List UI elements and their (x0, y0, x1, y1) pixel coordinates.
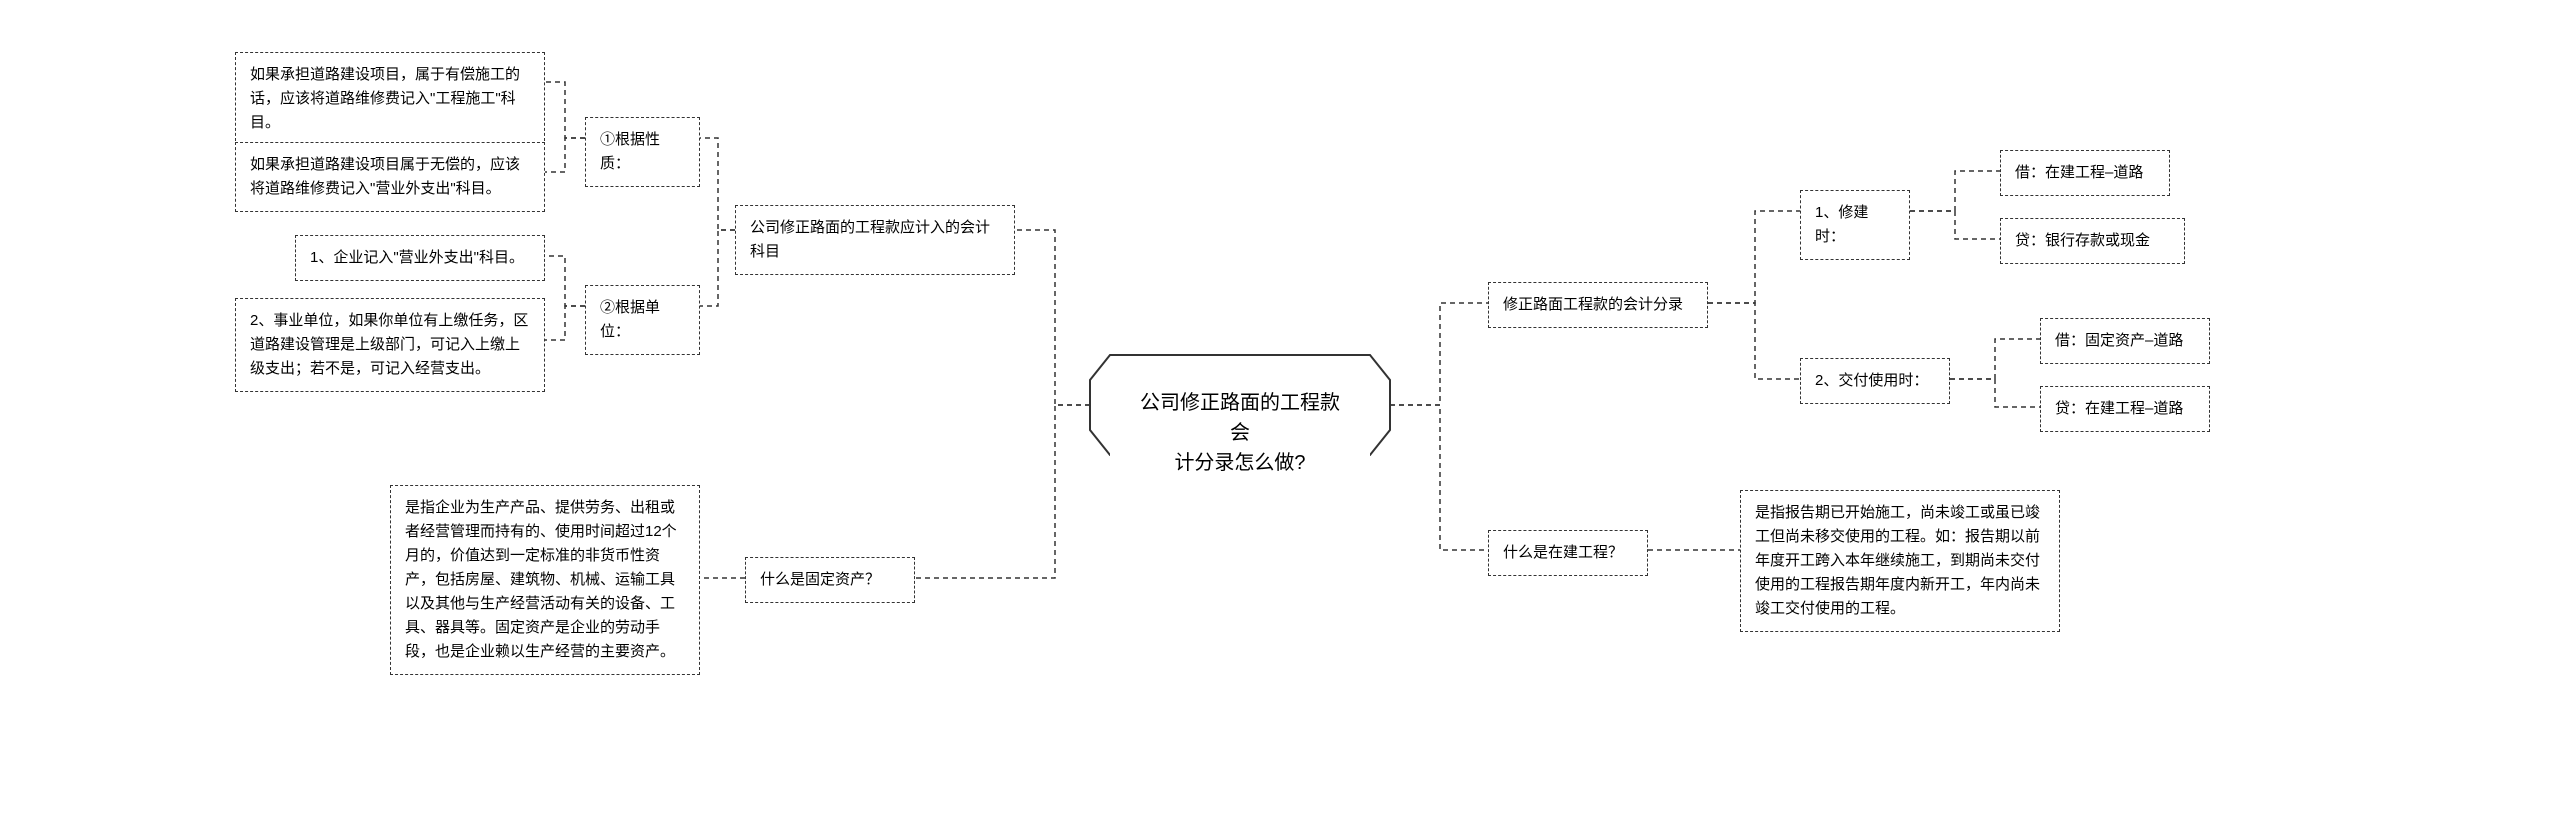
left-b1-title: 公司修正路面的工程款应计入的会计科目 (735, 205, 1015, 275)
root-title-1: 公司修正路面的工程款会 (1140, 392, 1340, 444)
right-b1-s1-label: 1、修建时： (1800, 190, 1910, 260)
left-b1-s2-leaf1: 1、企业记入"营业外支出"科目。 (295, 235, 545, 281)
left-b2-title: 什么是固定资产？ (745, 557, 915, 603)
right-b1-s1-leaf1: 借：在建工程–道路 (2000, 150, 2170, 196)
left-b1-s1-leaf1: 如果承担道路建设项目，属于有偿施工的话，应该将道路维修费记入"工程施工"科目。 (235, 52, 545, 146)
left-b1-s2-leaf2: 2、事业单位，如果你单位有上缴任务，区道路建设管理是上级部门，可记入上缴上级支出… (235, 298, 545, 392)
right-b2-leaf: 是指报告期已开始施工，尚未竣工或虽已竣工但尚未移交使用的工程。如：报告期以前年度… (1740, 490, 2060, 632)
left-b1-s2-label: ②根据单位： (585, 285, 700, 355)
right-b1-s2-leaf2: 贷：在建工程–道路 (2040, 386, 2210, 432)
root-node: 公司修正路面的工程款会 计分录怎么做? (1110, 370, 1370, 496)
root-title-2: 计分录怎么做? (1174, 452, 1305, 474)
left-b1-s1-leaf2: 如果承担道路建设项目属于无偿的，应该将道路维修费记入"营业外支出"科目。 (235, 142, 545, 212)
right-b1-s2-leaf1: 借：固定资产–道路 (2040, 318, 2210, 364)
left-b2-leaf: 是指企业为生产产品、提供劳务、出租或者经营管理而持有的、使用时间超过12个月的，… (390, 485, 700, 675)
right-b1-title: 修正路面工程款的会计分录 (1488, 282, 1708, 328)
right-b2-title: 什么是在建工程？ (1488, 530, 1648, 576)
left-b1-s1-label: ①根据性质： (585, 117, 700, 187)
right-b1-s1-leaf2: 贷：银行存款或现金 (2000, 218, 2185, 264)
right-b1-s2-label: 2、交付使用时： (1800, 358, 1950, 404)
